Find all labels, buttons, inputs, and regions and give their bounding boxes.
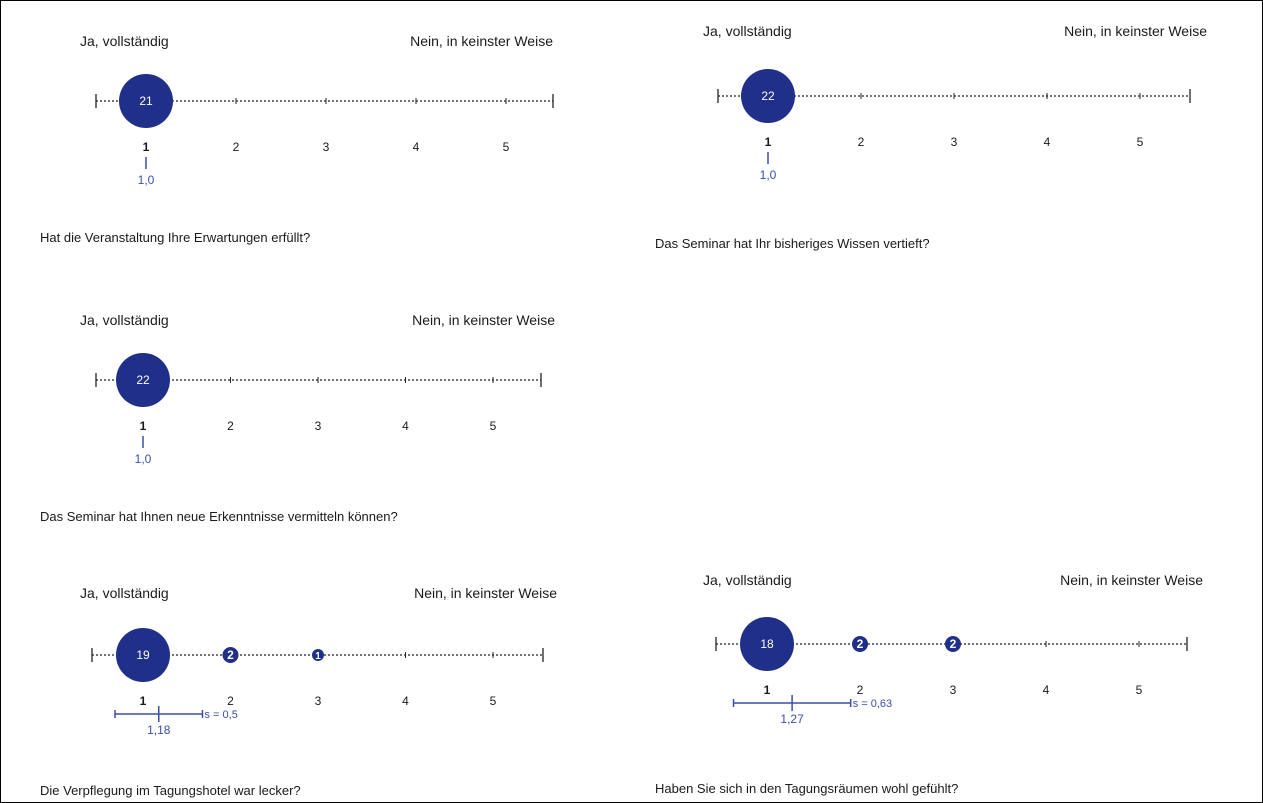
question-text: Die Verpflegung im Tagungshotel war leck…	[40, 783, 301, 798]
count-bubble-1	[740, 617, 794, 671]
tick-label-5: 5	[1136, 683, 1143, 697]
left-scale-label: Ja, vollständig	[80, 312, 169, 328]
count-bubble-2	[852, 636, 868, 652]
question-text: Haben Sie sich in den Tagungsräumen wohl…	[655, 781, 958, 796]
tick-label-4: 4	[413, 140, 420, 154]
chart-panel-2: Ja, vollständig Nein, in keinster Weise 1 2…	[655, 23, 1207, 251]
count-bubble-1	[116, 353, 170, 407]
count-bubble-3	[945, 636, 961, 652]
tick-label-3: 3	[950, 683, 957, 697]
tick-label-2: 2	[227, 694, 234, 708]
count-label-1: 22	[761, 89, 775, 103]
mean-label: 1,0	[138, 173, 155, 187]
chart-panel-4: Ja, vollständig Nein, in keinster Weise 1 2…	[40, 585, 557, 798]
left-scale-label: Ja, vollständig	[80, 33, 169, 49]
count-bubble-2	[222, 647, 239, 663]
tick-label-2: 2	[857, 683, 864, 697]
tick-label-5: 5	[503, 140, 510, 154]
tick-label-3: 3	[951, 135, 958, 149]
tick-label-2: 2	[233, 140, 240, 154]
tick-label-1: 1	[140, 694, 147, 708]
tick-label-1: 1	[764, 683, 771, 697]
mean-label: 1,0	[760, 168, 777, 182]
chart-panel-1: Ja, vollständig Nein, in keinster Weise 1 2…	[40, 33, 554, 245]
right-scale-label: Nein, in keinster Weise	[410, 33, 553, 49]
tick-label-2: 2	[858, 135, 865, 149]
right-scale-label: Nein, in keinster Weise	[1060, 572, 1203, 588]
tick-label-1: 1	[140, 419, 147, 433]
tick-label-2: 2	[227, 419, 234, 433]
count-bubble-1	[116, 628, 170, 682]
chart-panel-3: Ja, vollständig Nein, in keinster Weise 1 2…	[40, 312, 555, 524]
count-label-3: 2	[950, 637, 957, 651]
tick-label-3: 3	[315, 694, 322, 708]
tick-label-3: 3	[323, 140, 330, 154]
count-bubble-1	[741, 69, 795, 123]
question-text: Das Seminar hat Ihnen neue Erkenntnisse …	[40, 509, 398, 524]
tick-label-1: 1	[765, 135, 772, 149]
mean-label: 1,27	[780, 712, 804, 726]
count-label-2: 2	[857, 637, 864, 651]
sd-label: s = 0,63	[853, 698, 892, 710]
left-scale-label: Ja, vollständig	[80, 585, 169, 601]
count-label-1: 19	[136, 648, 150, 662]
right-scale-label: Nein, in keinster Weise	[414, 585, 557, 601]
mean-label: 1,18	[147, 723, 171, 737]
count-bubble-1	[119, 74, 173, 128]
tick-label-1: 1	[143, 140, 150, 154]
count-label-1: 21	[139, 94, 153, 108]
right-scale-label: Nein, in keinster Weise	[1064, 23, 1207, 39]
left-scale-label: Ja, vollständig	[703, 23, 792, 39]
count-label-1: 22	[136, 373, 150, 387]
left-scale-label: Ja, vollständig	[703, 572, 792, 588]
tick-label-5: 5	[1137, 135, 1144, 149]
question-text: Hat die Veranstaltung Ihre Erwartungen e…	[40, 230, 310, 245]
chart-panel-5: Ja, vollständig Nein, in keinster Weise 1 2…	[655, 572, 1203, 796]
right-scale-label: Nein, in keinster Weise	[412, 312, 555, 328]
count-label-3: 1	[315, 651, 321, 662]
count-label-1: 18	[760, 637, 774, 651]
count-bubble-3	[312, 649, 324, 661]
tick-label-4: 4	[1043, 683, 1050, 697]
mean-label: 1,0	[135, 452, 152, 466]
tick-label-4: 4	[402, 419, 409, 433]
tick-label-4: 4	[402, 694, 409, 708]
tick-label-4: 4	[1044, 135, 1051, 149]
tick-label-5: 5	[490, 419, 497, 433]
sd-label: s = 0,5	[205, 709, 238, 721]
count-label-2: 2	[227, 648, 234, 662]
tick-label-3: 3	[315, 419, 322, 433]
tick-label-5: 5	[490, 694, 497, 708]
question-text: Das Seminar hat Ihr bisheriges Wissen ve…	[655, 236, 930, 251]
